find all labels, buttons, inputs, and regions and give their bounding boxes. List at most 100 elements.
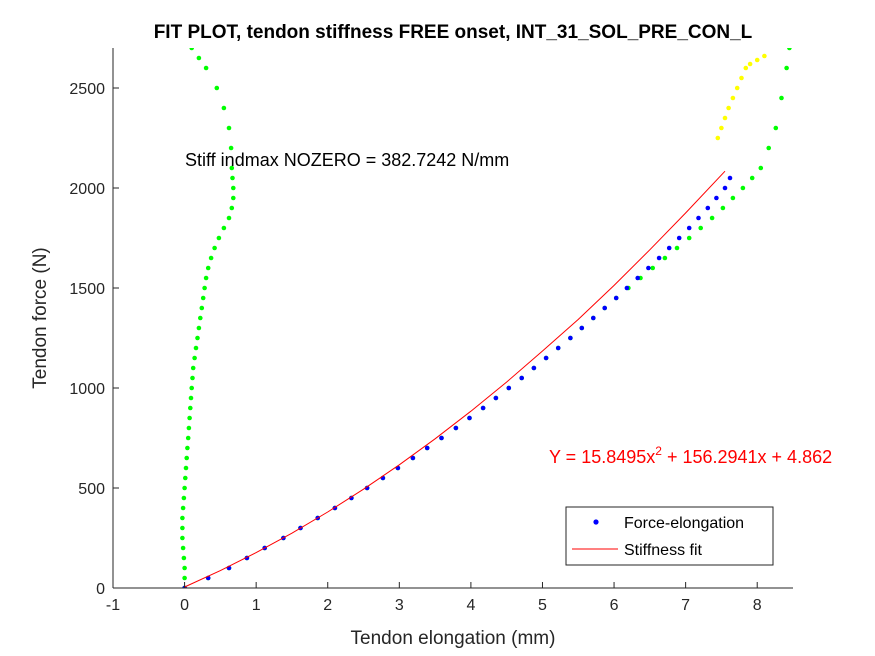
x-tick-label-8: 7	[681, 597, 690, 614]
series-4-point-4	[730, 95, 736, 101]
series-3-point-11	[183, 475, 188, 481]
series-3-point-34	[212, 245, 217, 251]
x-tick-label-3: 2	[323, 597, 332, 614]
series-3-point-14	[185, 445, 190, 451]
series-3-point-40	[231, 185, 236, 191]
fit-equation: Y = 15.8495x2 + 156.2941x + 4.862	[549, 444, 832, 467]
y-tick-label-2: 1000	[69, 381, 105, 398]
series-4-point-7	[743, 65, 749, 71]
series-3-point-26	[196, 325, 202, 331]
series-0-point-21	[519, 375, 524, 381]
x-tick-label-6: 5	[538, 597, 547, 614]
series-4-point-10	[762, 53, 767, 59]
legend: Force-elongation Stiffness fit	[565, 506, 774, 566]
series-3-point-13	[184, 455, 189, 461]
series-3-point-30	[202, 285, 207, 291]
series-3-point-27	[198, 315, 203, 321]
series-0-point-16	[453, 425, 459, 431]
legend-box	[565, 506, 774, 566]
legend-label-fit: Stiffness fit	[624, 542, 703, 559]
series-0-point-19	[493, 395, 499, 401]
series-2-point-40	[740, 185, 746, 191]
series-0-point-14	[424, 445, 430, 451]
series-3-point-29	[200, 295, 206, 301]
series-3-point-12	[183, 465, 189, 471]
plot-area	[180, 48, 792, 588]
series-2-point-47	[787, 48, 792, 51]
series-0-point-26	[579, 325, 585, 331]
series-0-point-17	[467, 415, 472, 421]
equation-exponent: 2	[655, 444, 662, 458]
x-tick-label-2: 1	[252, 597, 261, 614]
y-tick-label-1: 500	[78, 481, 105, 498]
series-2-point-43	[766, 145, 771, 151]
series-3-point-36	[221, 225, 227, 231]
series-2-point-39	[730, 195, 736, 201]
series-3-point-15	[185, 435, 191, 441]
series-3-point-4	[180, 545, 186, 551]
series-4-point-3	[726, 105, 731, 111]
series-3-point-39	[231, 195, 236, 201]
series-4-point-0	[715, 135, 721, 141]
legend-label-force: Force-elongation	[624, 515, 744, 532]
y-tick-label-5: 2500	[69, 81, 105, 98]
series-3-point-3	[181, 555, 187, 561]
series-3-point-41	[230, 175, 235, 181]
series-4-point-8	[747, 61, 753, 67]
series-0-point-37	[696, 215, 701, 221]
series-3-point-47	[203, 65, 209, 71]
series-4-point-1	[719, 125, 724, 131]
series-3-point-38	[229, 205, 235, 211]
series-0-point-30	[624, 285, 630, 291]
series-3-point-44	[226, 125, 232, 131]
series-3-point-8	[180, 505, 186, 511]
series-2-point-36	[698, 225, 703, 231]
series-0-point-18	[480, 405, 486, 411]
series-2-point-41	[749, 175, 755, 181]
series-3-point-43	[228, 145, 234, 151]
series-3-point-28	[199, 305, 205, 311]
y-tick-label-3: 1500	[69, 281, 105, 298]
series-4-point-9	[754, 57, 760, 63]
y-tick-label-0: 0	[96, 581, 105, 598]
series-2-point-35	[686, 235, 692, 241]
series-3-point-5	[180, 535, 185, 541]
series-3-point-46	[214, 85, 220, 91]
series-1-line	[184, 170, 726, 588]
series-3-point-42	[229, 165, 235, 171]
legend-marker-force	[593, 519, 599, 525]
y-axis-label: Tendon force (N)	[30, 247, 51, 389]
series-0-point-10	[364, 485, 370, 491]
series-0-point-23	[543, 355, 549, 361]
series-2-point-37	[709, 215, 715, 221]
series-3-point-1	[182, 575, 187, 581]
x-tick-label-4: 3	[395, 597, 404, 614]
series-3-point-10	[182, 485, 187, 491]
series-0-point-33	[656, 255, 662, 261]
series-3-point-9	[181, 495, 187, 501]
series-3-point-20	[189, 385, 194, 391]
series-0-point-28	[602, 305, 607, 311]
series-3-point-33	[208, 255, 214, 261]
series-3-point-2	[182, 565, 187, 571]
series-2-point-45	[779, 95, 784, 101]
series-3-point-6	[180, 525, 185, 531]
series-0-point-36	[686, 225, 692, 231]
series-3-point-23	[192, 355, 197, 361]
x-tick-label-5: 4	[466, 597, 475, 614]
series-3-point-35	[216, 235, 222, 241]
series-2-point-32	[650, 265, 655, 271]
x-tick-label-7: 6	[610, 597, 619, 614]
series-0-point-41	[727, 175, 733, 181]
series-4-point-5	[734, 85, 740, 91]
series-0-point-27	[591, 315, 596, 321]
equation-suffix: + 156.2941x + 4.862	[662, 447, 832, 467]
series-3-point-32	[205, 265, 211, 271]
x-axis-label: Tendon elongation (mm)	[351, 628, 556, 649]
series-2-point-38	[720, 205, 726, 211]
series-3-point-48	[196, 55, 202, 61]
series-0-point-15	[439, 435, 444, 441]
series-0-point-25	[568, 335, 573, 341]
series-0-point-35	[676, 235, 682, 241]
